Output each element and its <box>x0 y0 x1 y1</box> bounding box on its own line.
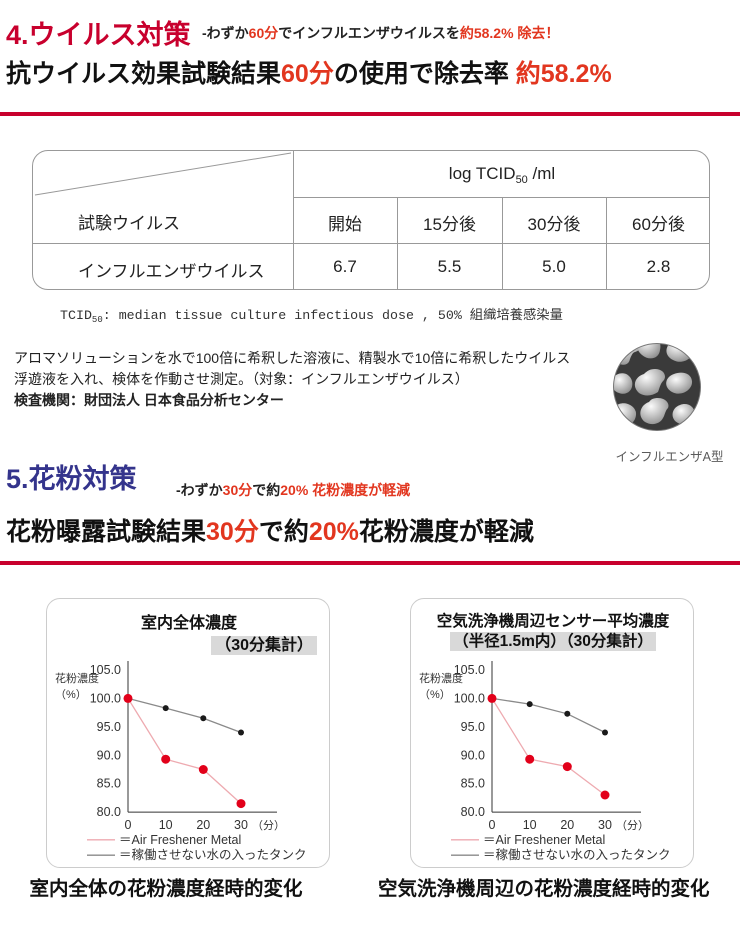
svg-text:20: 20 <box>196 818 210 832</box>
svg-text:（%）: （%） <box>55 688 87 701</box>
svg-text:＝稼働させない水の入ったタンク: ＝稼働させない水の入ったタンク <box>119 847 307 862</box>
svg-text:90.0: 90.0 <box>461 748 485 762</box>
svg-text:90.0: 90.0 <box>97 748 121 762</box>
svg-text:80.0: 80.0 <box>97 805 121 819</box>
svg-text:85.0: 85.0 <box>97 777 121 791</box>
svg-text:＝Air Freshener Metal: ＝Air Freshener Metal <box>119 833 241 847</box>
svg-text:0: 0 <box>489 818 496 832</box>
svg-text:（%）: （%） <box>419 688 451 701</box>
svg-text:105.0: 105.0 <box>90 663 121 677</box>
svg-text:（分）: （分） <box>616 819 649 832</box>
svg-text:95.0: 95.0 <box>97 720 121 734</box>
svg-text:（分）: （分） <box>252 819 285 832</box>
svg-text:85.0: 85.0 <box>461 777 485 791</box>
svg-text:20: 20 <box>560 818 574 832</box>
svg-text:＝稼働させない水の入ったタンク: ＝稼働させない水の入ったタンク <box>483 847 671 862</box>
svg-text:80.0: 80.0 <box>461 805 485 819</box>
svg-text:30: 30 <box>598 818 612 832</box>
svg-text:0: 0 <box>125 818 132 832</box>
svg-text:100.0: 100.0 <box>90 691 121 705</box>
svg-text:10: 10 <box>523 818 537 832</box>
svg-text:10: 10 <box>159 818 173 832</box>
svg-text:30: 30 <box>234 818 248 832</box>
svg-text:105.0: 105.0 <box>454 663 485 677</box>
svg-text:100.0: 100.0 <box>454 691 485 705</box>
svg-text:95.0: 95.0 <box>461 720 485 734</box>
svg-text:＝Air Freshener Metal: ＝Air Freshener Metal <box>483 833 605 847</box>
